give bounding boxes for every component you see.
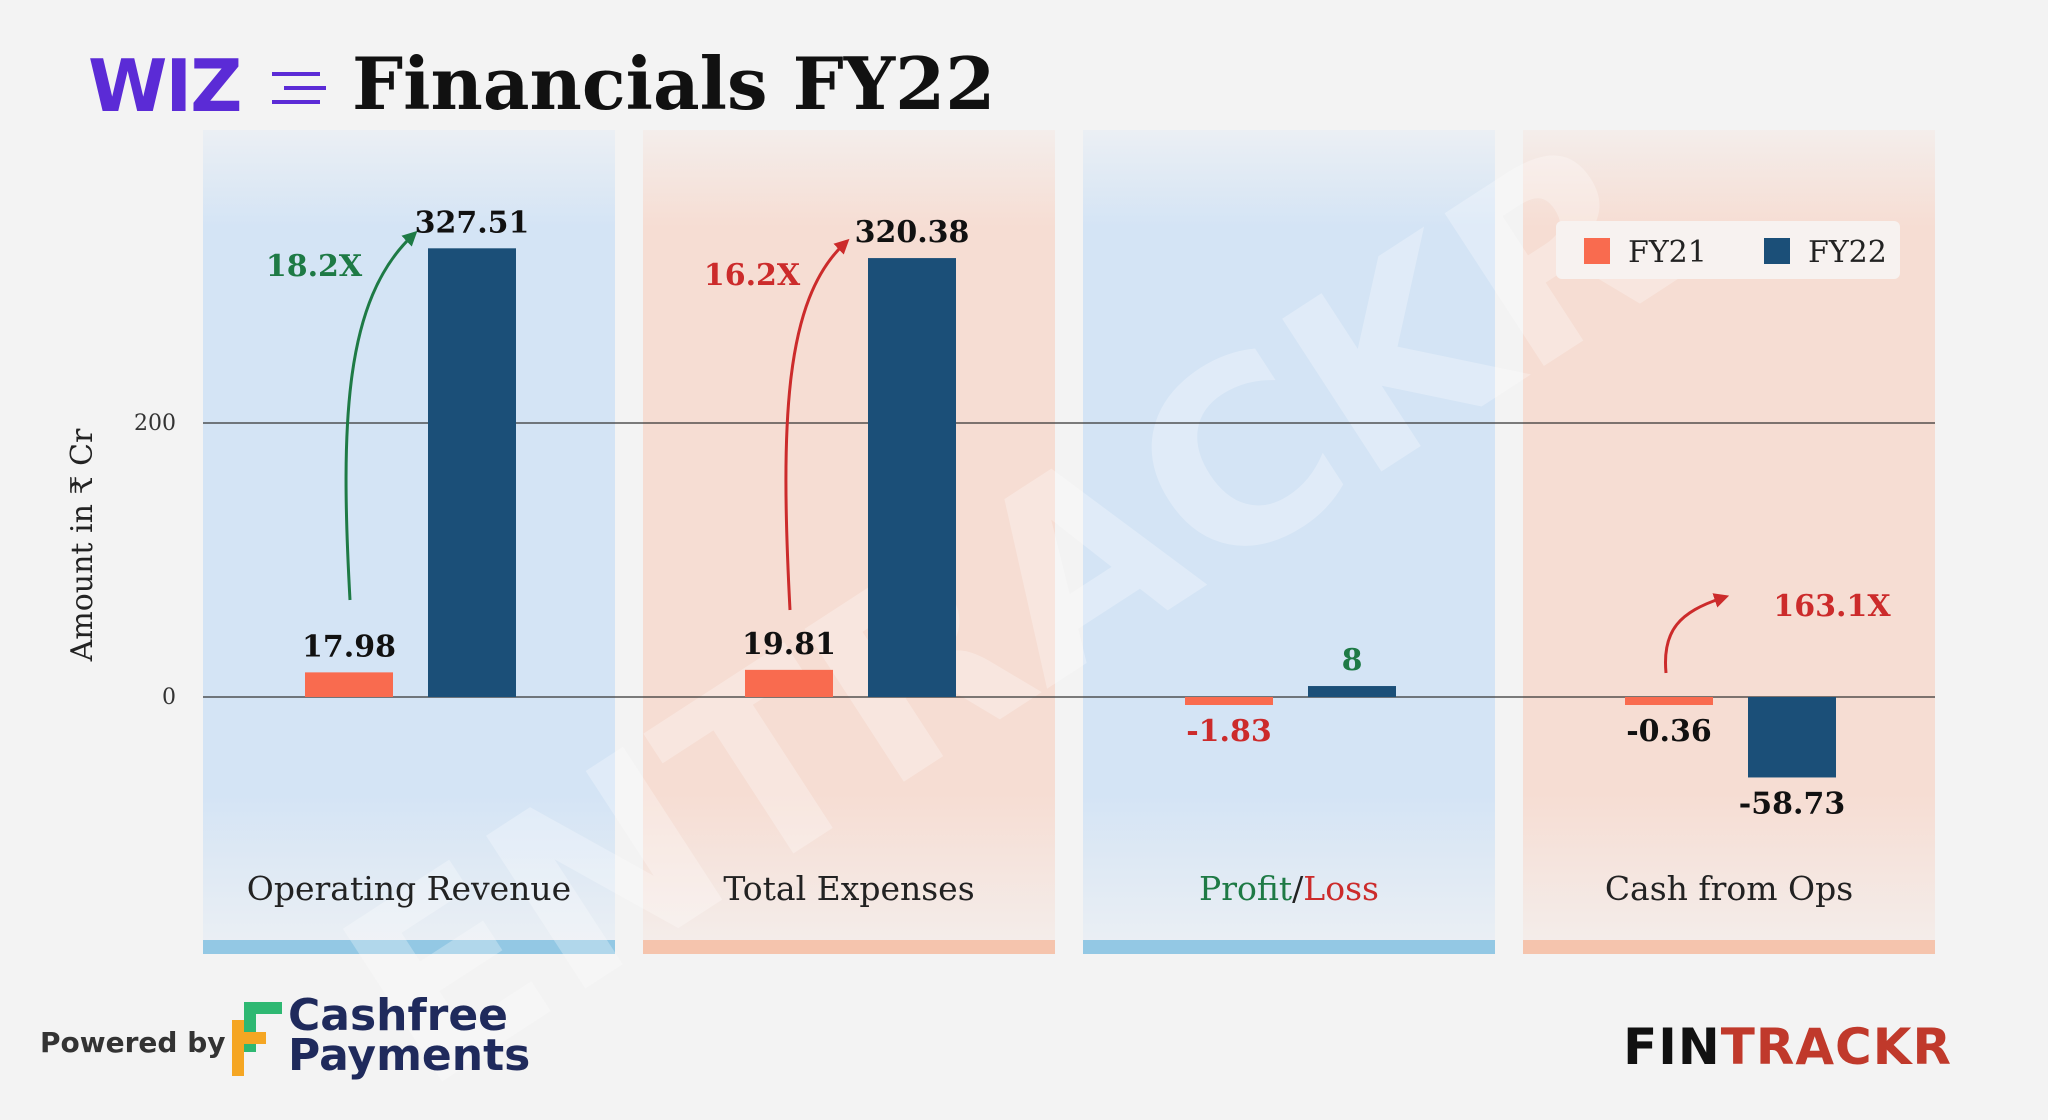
category-label: Profit/Loss [1199, 869, 1379, 908]
growth-annotation: 163.1X [1773, 589, 1891, 624]
panel-1 [203, 130, 615, 940]
panel-strip-4 [1523, 940, 1935, 954]
bar-fy21 [745, 669, 833, 697]
legend-swatch-fy21 [1584, 238, 1610, 264]
panel-2 [643, 130, 1055, 940]
panel-strip-3 [1083, 940, 1495, 954]
fintrackr-logo: FINTRACKR [1623, 1022, 1952, 1072]
bar-fy21 [305, 672, 393, 697]
legend-box [1556, 221, 1900, 279]
bar-fy22 [868, 258, 956, 697]
data-label: -1.83 [1186, 714, 1272, 749]
panel-strip-2 [643, 940, 1055, 954]
data-label: 19.81 [742, 627, 836, 662]
category-label: Total Expenses [723, 869, 974, 908]
y-axis-label: Amount in ₹ Cr [65, 428, 100, 662]
legend-label: FY21 [1628, 235, 1707, 270]
wiz-logo: WIZ [88, 44, 242, 128]
growth-arrow-icon [344, 230, 418, 601]
y-tick-label: 0 [162, 685, 176, 710]
data-label: -0.36 [1626, 714, 1712, 749]
category-label: Operating Revenue [247, 869, 571, 908]
legend-label: FY22 [1808, 235, 1887, 270]
data-label: -58.73 [1739, 786, 1845, 821]
bar-fy22 [1748, 697, 1836, 778]
growth-annotation: 16.2X [704, 258, 801, 293]
cashfree-logo-icon [232, 1002, 282, 1076]
data-label: 8 [1342, 643, 1363, 678]
growth-annotation: 18.2X [266, 249, 363, 284]
data-label: 320.38 [855, 215, 970, 250]
growth-arrow-icon [1663, 593, 1730, 674]
category-label: Cash from Ops [1605, 869, 1853, 908]
category-label-part: / [1292, 869, 1304, 908]
speed-lines-icon [272, 72, 326, 104]
data-label: 17.98 [302, 629, 396, 664]
bar-fy22 [428, 248, 516, 698]
powered-by-label: Powered by [40, 1026, 226, 1059]
page-title: Financials FY22 [352, 41, 996, 126]
bar-fy22 [1308, 686, 1396, 697]
fintrackr-part2: TRACKR [1720, 1018, 1952, 1076]
legend-swatch-fy22 [1764, 238, 1790, 264]
category-label-part: Loss [1303, 869, 1379, 908]
panel-strip-1 [203, 940, 615, 954]
bar-fy21 [1185, 697, 1273, 705]
y-tick-label: 200 [134, 411, 176, 436]
cashfree-line2: Payments [288, 1030, 531, 1081]
bar-fy21 [1625, 697, 1713, 705]
panel-3 [1083, 130, 1495, 940]
data-label: 327.51 [415, 205, 530, 240]
category-label-part: Profit [1199, 869, 1292, 908]
cashfree-line1: Cashfree [288, 990, 509, 1041]
cashfree-wordmark: Cashfree Payments [288, 990, 531, 1081]
fintrackr-part1: FIN [1623, 1018, 1721, 1076]
growth-arrow-icon [784, 238, 850, 611]
